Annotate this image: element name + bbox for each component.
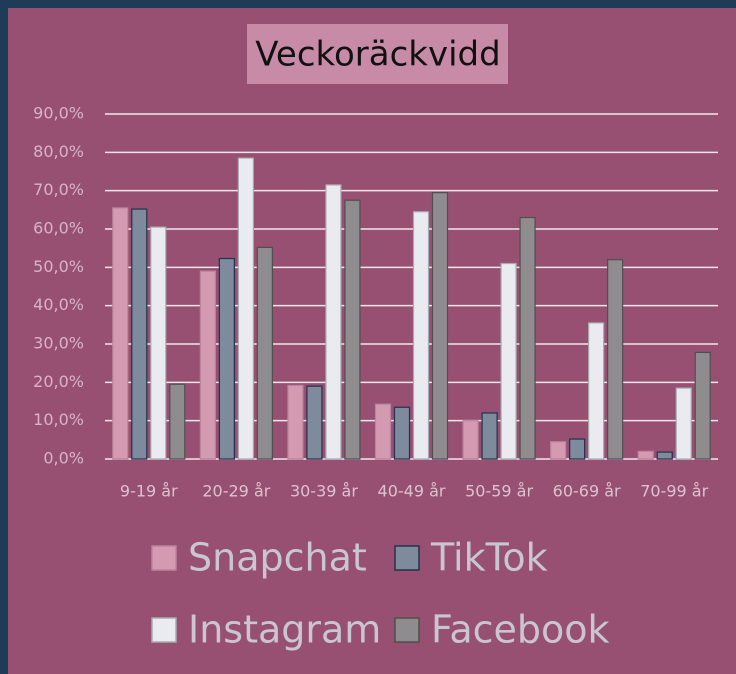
bar	[637, 450, 654, 460]
y-tick-label: 50,0%	[33, 257, 84, 276]
bar	[199, 270, 216, 460]
bar	[237, 157, 254, 460]
bar	[431, 191, 449, 460]
legend-label: Facebook	[431, 608, 610, 652]
legend-label: Snapchat	[188, 536, 367, 580]
bar	[306, 385, 323, 460]
y-tick-label: 20,0%	[33, 372, 84, 391]
y-tick-label: 0,0%	[43, 449, 84, 468]
bar	[607, 259, 624, 460]
x-tick-label: 50-59 år	[465, 482, 533, 501]
bar	[256, 246, 273, 460]
bar	[374, 403, 392, 460]
x-tick-label: 9-19 år	[120, 482, 178, 501]
y-tick-label: 40,0%	[33, 295, 84, 314]
y-tick-label: 80,0%	[33, 142, 84, 161]
bar	[675, 387, 692, 460]
bar	[412, 211, 430, 460]
x-tick-label: 60-69 år	[553, 482, 621, 501]
bar	[287, 384, 304, 460]
chart-title: Veckoräckvidd	[255, 35, 500, 75]
x-tick-label: 40-49 år	[378, 482, 446, 501]
y-tick-label: 70,0%	[33, 180, 84, 199]
bar	[500, 262, 517, 460]
title-box	[247, 24, 508, 84]
bar	[694, 351, 711, 460]
bar	[150, 226, 167, 460]
bar	[569, 438, 586, 460]
legend-swatch	[394, 545, 420, 571]
bar	[462, 420, 479, 460]
bar	[325, 184, 342, 460]
bar	[393, 406, 411, 460]
x-tick-label: 30-39 år	[290, 482, 358, 501]
x-tick-label: 20-29 år	[202, 482, 270, 501]
legend-swatch	[394, 617, 420, 643]
bar	[131, 208, 148, 460]
bar	[112, 207, 129, 460]
y-tick-label: 30,0%	[33, 334, 84, 353]
bar	[344, 199, 361, 460]
y-tick-label: 60,0%	[33, 219, 84, 238]
legend-label: TikTok	[430, 536, 548, 580]
y-tick-label: 90,0%	[33, 104, 84, 123]
bar	[169, 383, 186, 460]
x-tick-label: 70-99 år	[640, 482, 708, 501]
bar	[218, 257, 235, 460]
legend-swatch	[151, 545, 177, 571]
legend-label: Instagram	[188, 608, 381, 652]
y-tick-label: 10,0%	[33, 410, 84, 429]
bar	[588, 322, 605, 460]
bar	[550, 441, 567, 460]
bar	[519, 216, 536, 460]
bar	[481, 412, 498, 460]
bar	[656, 451, 673, 460]
legend-swatch	[151, 617, 177, 643]
